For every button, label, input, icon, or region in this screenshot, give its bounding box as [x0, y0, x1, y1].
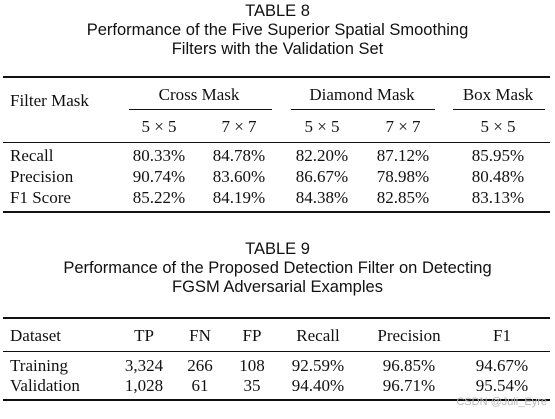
- table9-cell: 92.59%: [291, 356, 345, 375]
- table8-cell: 85.22%: [132, 188, 186, 207]
- table9-header-tp: TP: [134, 326, 154, 345]
- table8-cell: 84.78%: [212, 146, 266, 165]
- table9-number: TABLE 9: [245, 240, 310, 258]
- table8-title-line2: Filters with the Validation Set: [171, 40, 384, 58]
- table9-title-line2: FGSM Adversarial Examples: [172, 278, 383, 296]
- table8-group-rule-cross: [129, 109, 272, 110]
- watermark: CSDN @Juli_Eyre: [456, 396, 547, 408]
- table8-title-line1: Performance of the Five Superior Spatial…: [86, 21, 469, 39]
- table8-cell: 85.95%: [471, 146, 525, 165]
- table9-cell: 35: [243, 376, 261, 395]
- table9-header-fn: FN: [189, 326, 211, 345]
- table8-cell: 86.67%: [295, 167, 349, 186]
- table9-header-f1: F1: [493, 326, 511, 345]
- table8-size-diamond-7x7: 7 × 7: [385, 117, 421, 136]
- table8-cell: 78.98%: [376, 167, 430, 186]
- table8-size-cross-5x5: 5 × 5: [141, 117, 177, 136]
- table8-cell: 83.13%: [471, 188, 525, 207]
- table8-group-rule-diamond: [291, 109, 435, 110]
- table8-group-diamond-mask: Diamond Mask: [309, 85, 415, 104]
- table9-cell: 95.54%: [475, 376, 529, 395]
- table8-cell: 84.38%: [295, 188, 349, 207]
- table8-group-cross-mask: Cross Mask: [158, 85, 240, 104]
- table8-number: TABLE 8: [245, 2, 310, 20]
- table9-header-recall: Recall: [296, 326, 340, 345]
- table8-row-label-f1-score: F1 Score: [10, 188, 71, 207]
- table9-header-precision: Precision: [377, 326, 441, 345]
- table8-header-rule: [3, 142, 550, 143]
- table8-row-label-precision: Precision: [10, 167, 74, 186]
- table8-size-diamond-5x5: 5 × 5: [304, 117, 340, 136]
- table8-group-rule-box: [453, 109, 545, 110]
- table8-cell: 82.85%: [376, 188, 430, 207]
- table9-caption: TABLE 9 Performance of the Proposed Dete…: [0, 240, 555, 297]
- table9-top-rule: [3, 317, 550, 319]
- table9-cell: 96.71%: [382, 376, 436, 395]
- table8-row-label-recall: Recall: [10, 146, 54, 165]
- table8-group-box-mask: Box Mask: [462, 85, 534, 104]
- table9-header-fp: FP: [242, 326, 262, 345]
- table8-row-header: Filter Mask: [10, 91, 89, 110]
- table8-top-rule: [3, 76, 550, 78]
- table9-row-label-validation: Validation: [10, 376, 80, 395]
- table8-cell: 83.60%: [212, 167, 266, 186]
- table9-cell: 61: [191, 376, 209, 395]
- table9-cell: 3,324: [124, 356, 164, 375]
- table8-cell: 82.20%: [295, 146, 349, 165]
- table8-cell: 80.48%: [471, 167, 525, 186]
- table9-cell: 1,028: [124, 376, 164, 395]
- table8-size-box-5x5: 5 × 5: [480, 117, 516, 136]
- table9-cell: 94.40%: [291, 376, 345, 395]
- table8-cell: 84.19%: [212, 188, 266, 207]
- table9-bottom-rule: [3, 399, 550, 401]
- table8-size-cross-7x7: 7 × 7: [221, 117, 257, 136]
- table9-cell: 266: [187, 356, 213, 375]
- table9-row-label-training: Training: [10, 356, 68, 375]
- table8-cell: 87.12%: [376, 146, 430, 165]
- table9-header-rule: [3, 351, 550, 352]
- table9-cell: 108: [239, 356, 265, 375]
- table8-bottom-rule: [3, 211, 550, 213]
- table8-cell: 80.33%: [132, 146, 186, 165]
- table9-cell: 94.67%: [475, 356, 529, 375]
- table9-title-line1: Performance of the Proposed Detection Fi…: [63, 259, 492, 277]
- table9-cell: 96.85%: [382, 356, 436, 375]
- table8-cell: 90.74%: [132, 167, 186, 186]
- table8-caption: TABLE 8 Performance of the Five Superior…: [0, 2, 555, 59]
- table9-header-dataset: Dataset: [10, 326, 61, 345]
